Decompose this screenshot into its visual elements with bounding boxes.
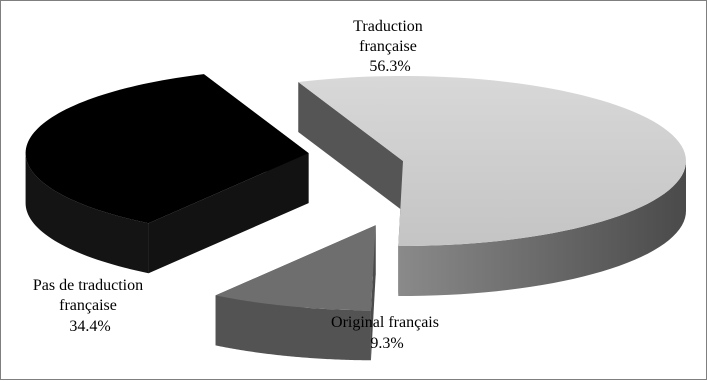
slice-original	[215, 225, 376, 361]
slice-label-pas-de-traduction: Pas de traduction française 34.4%	[33, 277, 147, 335]
slice-label-traduction: Traduction française 56.3%	[353, 18, 427, 75]
slice-label-original: Original français 9.3%	[331, 314, 443, 352]
slice-pas-de-traduction	[25, 74, 309, 274]
slice-traduction	[298, 76, 686, 296]
